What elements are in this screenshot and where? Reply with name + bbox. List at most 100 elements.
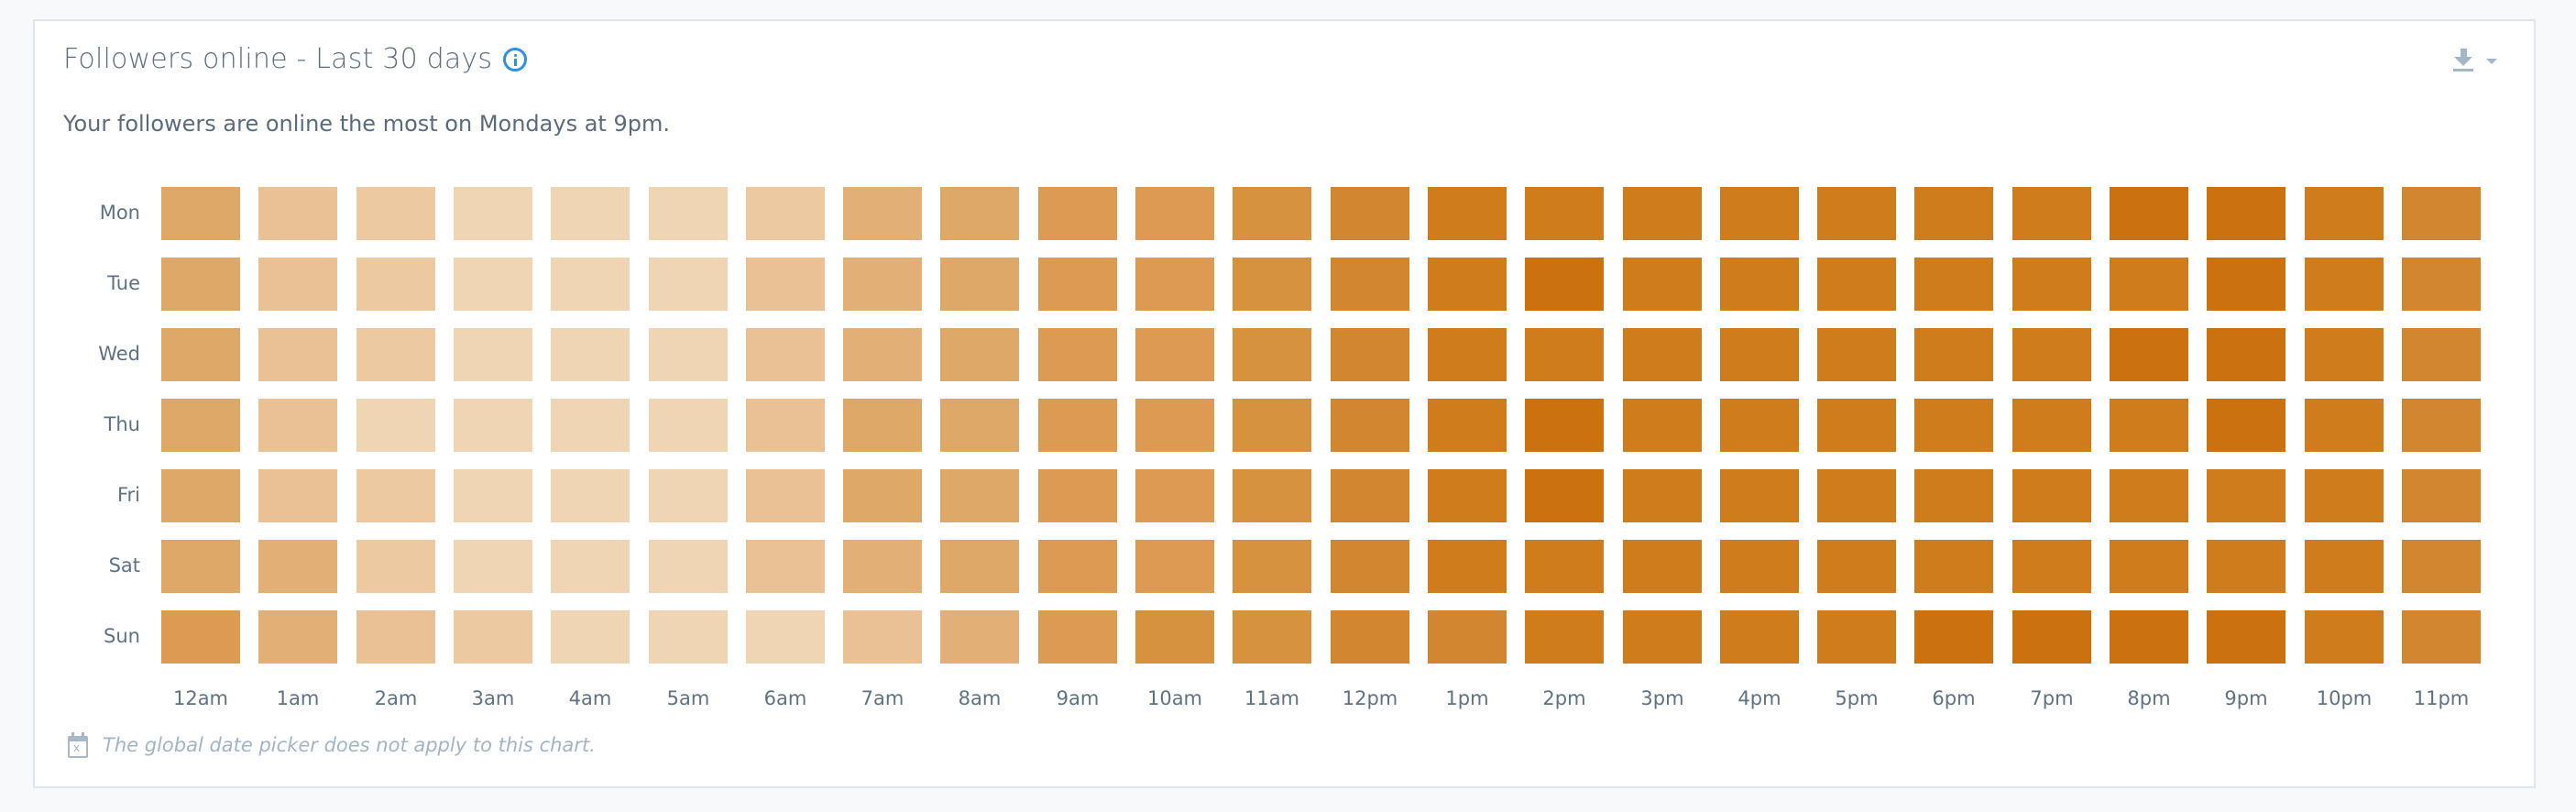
heatmap-cell[interactable] [1817,328,1896,381]
heatmap-cell[interactable] [551,187,630,240]
heatmap-cell[interactable] [161,399,240,452]
heatmap-cell[interactable] [1135,399,1214,452]
heatmap-cell[interactable] [454,610,532,664]
heatmap-cell[interactable] [1428,399,1507,452]
info-circle-icon[interactable] [503,47,528,71]
heatmap-cell[interactable] [1331,399,1409,452]
heatmap-cell[interactable] [649,328,728,381]
heatmap-cell[interactable] [1914,469,1993,522]
heatmap-cell[interactable] [356,187,435,240]
heatmap-cell[interactable] [1135,187,1214,240]
heatmap-cell[interactable] [258,399,337,452]
heatmap-cell[interactable] [1428,540,1507,593]
heatmap-cell[interactable] [1331,258,1409,311]
heatmap-cell[interactable] [1135,610,1214,664]
heatmap-cell[interactable] [258,258,337,311]
heatmap-cell[interactable] [2012,399,2091,452]
heatmap-cell[interactable] [454,328,532,381]
heatmap-cell[interactable] [1233,328,1311,381]
heatmap-cell[interactable] [1233,540,1311,593]
heatmap-cell[interactable] [1720,469,1799,522]
heatmap-cell[interactable] [2402,610,2481,664]
heatmap-cell[interactable] [2305,328,2384,381]
heatmap-cell[interactable] [1038,610,1117,664]
heatmap-cell[interactable] [1623,328,1702,381]
heatmap-cell[interactable] [2402,328,2481,381]
heatmap-cell[interactable] [2207,540,2286,593]
heatmap-cell[interactable] [746,258,825,311]
heatmap-cell[interactable] [843,469,922,522]
heatmap-cell[interactable] [1720,399,1799,452]
heatmap-cell[interactable] [356,258,435,311]
heatmap-cell[interactable] [2012,328,2091,381]
heatmap-cell[interactable] [1038,399,1117,452]
heatmap-cell[interactable] [1428,187,1507,240]
heatmap-cell[interactable] [649,610,728,664]
heatmap-cell[interactable] [258,187,337,240]
heatmap-cell[interactable] [1428,610,1507,664]
heatmap-cell[interactable] [746,187,825,240]
heatmap-cell[interactable] [161,469,240,522]
heatmap-cell[interactable] [1331,187,1409,240]
heatmap-cell[interactable] [2012,540,2091,593]
heatmap-cell[interactable] [161,610,240,664]
heatmap-cell[interactable] [1525,610,1604,664]
heatmap-cell[interactable] [1623,469,1702,522]
heatmap-cell[interactable] [454,399,532,452]
heatmap-cell[interactable] [1233,610,1311,664]
heatmap-cell[interactable] [2110,469,2188,522]
heatmap-cell[interactable] [1135,540,1214,593]
heatmap-cell[interactable] [1817,399,1896,452]
heatmap-cell[interactable] [551,610,630,664]
heatmap-cell[interactable] [1428,258,1507,311]
heatmap-cell[interactable] [1038,258,1117,311]
heatmap-cell[interactable] [1720,187,1799,240]
heatmap-cell[interactable] [356,469,435,522]
heatmap-cell[interactable] [161,187,240,240]
heatmap-cell[interactable] [1038,540,1117,593]
heatmap-cell[interactable] [356,540,435,593]
heatmap-cell[interactable] [161,540,240,593]
heatmap-cell[interactable] [746,399,825,452]
heatmap-cell[interactable] [1331,328,1409,381]
heatmap-cell[interactable] [551,399,630,452]
heatmap-cell[interactable] [551,540,630,593]
heatmap-cell[interactable] [1720,540,1799,593]
heatmap-cell[interactable] [2402,540,2481,593]
heatmap-cell[interactable] [746,610,825,664]
heatmap-cell[interactable] [1623,187,1702,240]
heatmap-cell[interactable] [356,610,435,664]
heatmap-cell[interactable] [2305,258,2384,311]
heatmap-cell[interactable] [2305,469,2384,522]
heatmap-cell[interactable] [940,258,1019,311]
heatmap-cell[interactable] [356,399,435,452]
heatmap-cell[interactable] [1720,258,1799,311]
heatmap-cell[interactable] [2305,399,2384,452]
heatmap-cell[interactable] [940,328,1019,381]
heatmap-cell[interactable] [1525,540,1604,593]
heatmap-cell[interactable] [940,187,1019,240]
heatmap-cell[interactable] [2012,610,2091,664]
heatmap-cell[interactable] [1623,540,1702,593]
heatmap-cell[interactable] [1233,187,1311,240]
heatmap-cell[interactable] [843,540,922,593]
heatmap-cell[interactable] [940,610,1019,664]
heatmap-cell[interactable] [2305,610,2384,664]
heatmap-cell[interactable] [1525,399,1604,452]
heatmap-cell[interactable] [1331,540,1409,593]
heatmap-cell[interactable] [2402,258,2481,311]
heatmap-cell[interactable] [2110,610,2188,664]
heatmap-cell[interactable] [2207,258,2286,311]
heatmap-cell[interactable] [258,610,337,664]
export-dropdown-button[interactable] [2453,49,2497,72]
heatmap-cell[interactable] [1623,610,1702,664]
heatmap-cell[interactable] [1623,258,1702,311]
heatmap-cell[interactable] [1817,610,1896,664]
heatmap-cell[interactable] [1817,187,1896,240]
heatmap-cell[interactable] [1720,328,1799,381]
heatmap-cell[interactable] [161,258,240,311]
heatmap-cell[interactable] [2110,540,2188,593]
heatmap-cell[interactable] [843,187,922,240]
heatmap-cell[interactable] [1428,469,1507,522]
heatmap-cell[interactable] [2012,187,2091,240]
